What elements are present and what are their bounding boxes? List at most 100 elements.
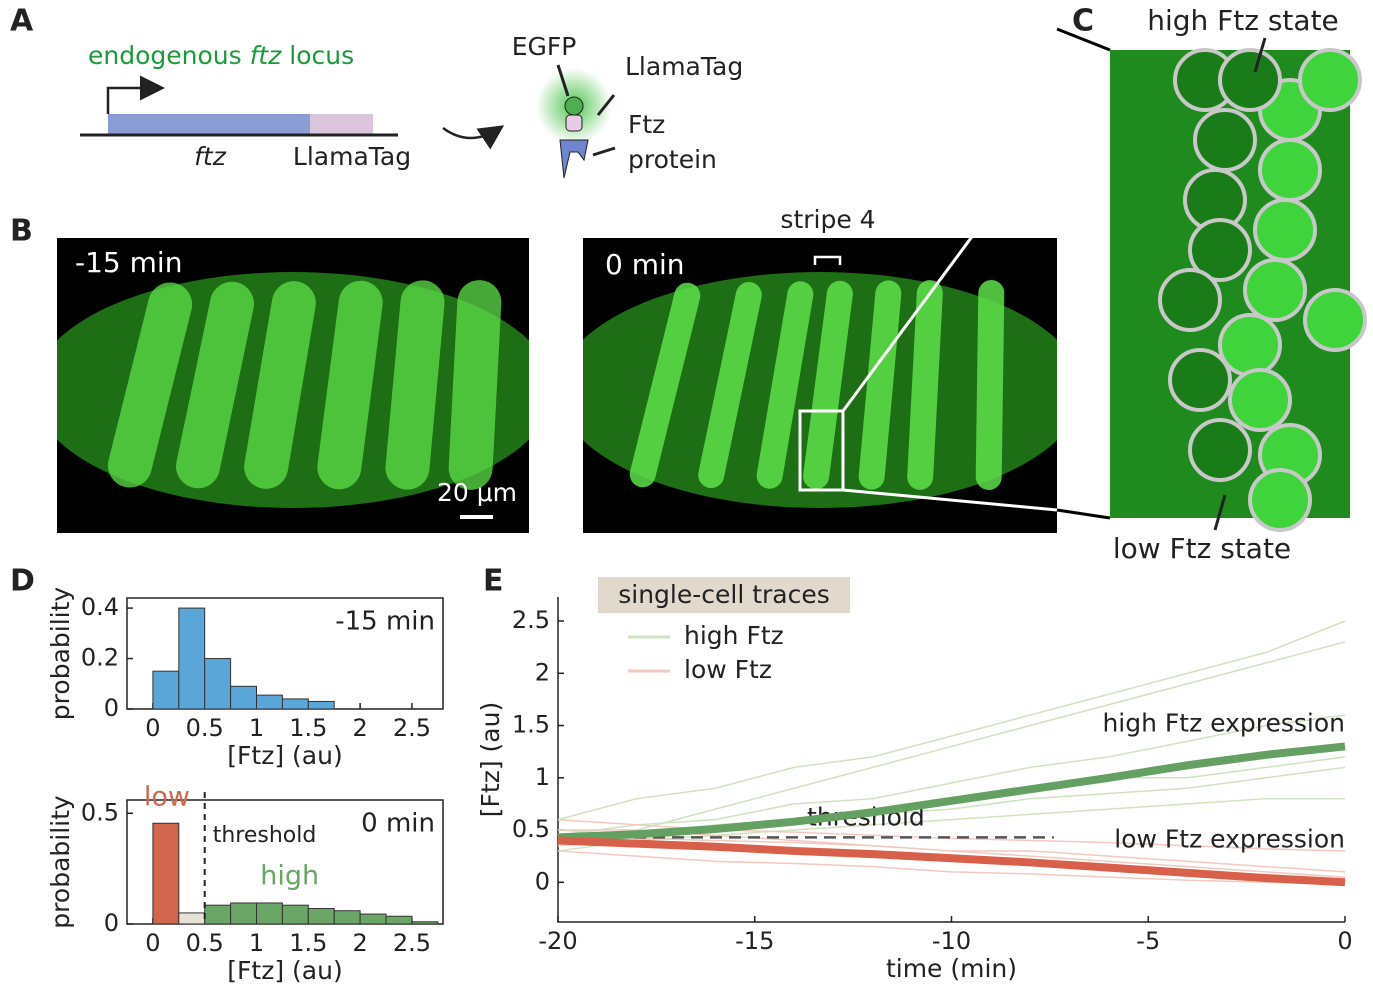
x-tick-label: 1.5 [289,714,327,742]
tag-block [310,114,373,135]
x-tick-label: 2 [352,714,367,742]
y-tick-label: 0.5 [512,815,550,843]
embryo [33,272,553,508]
bright-cell [1305,290,1365,350]
y-tick-label: 0 [104,909,119,937]
title-gene: ftz [250,41,283,70]
bar [179,913,205,924]
panel-label: B [10,214,33,249]
x-tick-label: -5 [1136,927,1160,955]
bar [282,699,308,709]
y-axis-label: probability [46,587,75,721]
bar [308,701,334,709]
legend-label: low Ftz [684,655,772,684]
series-label: low [144,782,190,813]
protein-icon [560,140,588,178]
tag-icon [566,115,582,131]
dim-cell [1220,50,1280,110]
llamatag-label: LlamaTag [625,52,743,81]
egfp-label: EGFP [512,32,577,61]
chart-title: 0 min [361,809,435,839]
bar [334,911,360,924]
y-tick-label: 1.5 [512,711,550,739]
bar [153,823,179,924]
bar [231,686,257,709]
egfp-icon [565,97,583,115]
y-tick-label: 2 [535,658,550,686]
y-tick-label: 0.2 [81,644,119,672]
bar [179,608,205,709]
dim-cell [1195,110,1255,170]
bar [257,695,283,709]
high-state-label: high Ftz state [1147,4,1339,37]
bright-cell [1245,260,1305,320]
protein-label: Ftz [628,110,665,139]
chart-title: -15 min [335,607,435,637]
zoom-line [1057,510,1110,518]
y-axis-label: probability [46,795,75,929]
x-tick-label: 1 [249,929,264,957]
tag-label: LlamaTag [293,142,411,171]
x-tick-label: 0 [1337,927,1352,955]
bar [231,903,257,924]
x-tick-label: 0 [145,714,160,742]
y-tick-label: 0.4 [81,593,119,621]
threshold-label: threshold [213,823,317,848]
panel-label: C [1072,4,1094,39]
trace [558,642,1345,841]
bar [205,659,231,709]
figure: A endogenous ftz locus ftz LlamaTag EGFP… [0,0,1373,992]
dim-cell [1170,350,1230,410]
x-tick-label: -15 [735,927,774,955]
y-tick-label: 0 [535,867,550,895]
time-label: -15 min [75,246,182,279]
stripe-label: stripe 4 [780,205,875,234]
panel-label: A [10,4,34,39]
x-axis-label: [Ftz] (au) [227,956,342,985]
title-part: locus [289,41,354,70]
legend-title: single-cell traces [618,580,830,609]
x-tick-label: 0.5 [186,929,224,957]
bright-cell [1260,140,1320,200]
bar [153,671,179,709]
x-tick-label: 2.5 [393,929,431,957]
y-tick-label: 0 [104,694,119,722]
panel-label: D [10,564,35,599]
locus-title: endogenous ftz locus [88,41,354,70]
x-axis-label: [Ftz] (au) [227,741,342,770]
bar [205,905,231,924]
scale-label: 20 μm [437,478,517,507]
legend-label: high Ftz [684,621,784,650]
x-axis-label: time (min) [886,954,1017,983]
line-label: high Ftz expression [1102,708,1345,737]
low-state-label: low Ftz state [1113,532,1291,565]
bar [308,909,334,925]
x-tick-label: 2.5 [393,714,431,742]
bar [282,905,308,924]
x-tick-label: -20 [538,927,577,955]
y-tick-label: 0.5 [81,798,119,826]
pointer [593,148,615,155]
bar [412,922,438,924]
x-tick-label: 0 [145,929,160,957]
y-axis-label: [Ftz] (au) [476,702,505,817]
bright-cell [1300,50,1360,110]
dim-cell [1190,420,1250,480]
bar [257,903,283,924]
page: { "panel_a": {"label": "A", "locus_title… [0,0,1373,992]
series-label: high [260,861,319,892]
y-tick-label: 2.5 [512,606,550,634]
bright-cell [1230,370,1290,430]
panel-label: E [483,564,504,599]
title-part: endogenous [88,41,242,70]
gene-label: ftz [194,142,227,171]
x-tick-label: 1 [249,714,264,742]
x-tick-label: -10 [932,927,971,955]
y-tick-label: 1 [535,763,550,791]
gene-block [108,114,310,135]
curved-arrow [443,128,500,138]
x-tick-label: 0.5 [186,714,224,742]
bar [386,916,412,924]
time-label: 0 min [605,248,685,281]
x-tick-label: 2 [352,929,367,957]
